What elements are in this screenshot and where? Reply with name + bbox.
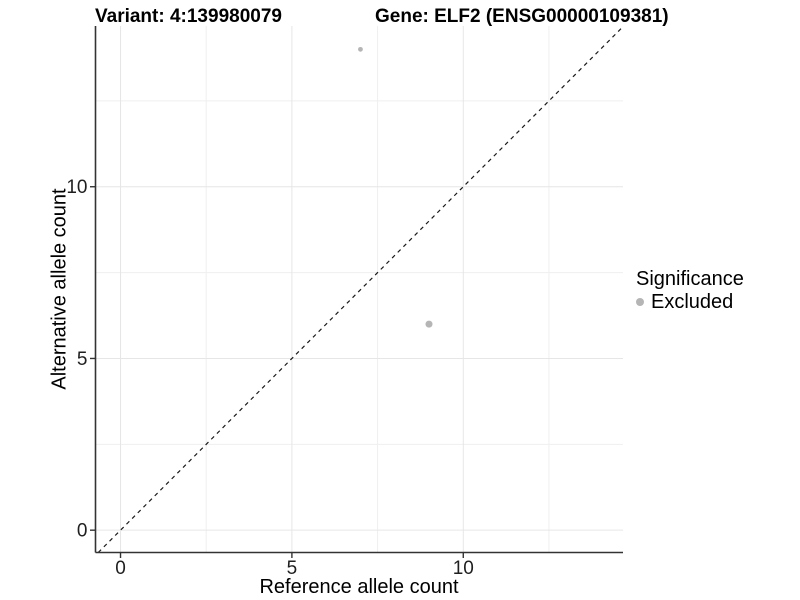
- x-axis-label: Reference allele count: [259, 576, 459, 598]
- legend-item-label: Excluded: [651, 291, 734, 313]
- variant-title: Variant: 4:139980079: [95, 6, 282, 27]
- x-tick-label: 5: [287, 558, 298, 579]
- y-axis-label: Alternative allele count: [48, 188, 71, 390]
- x-tick-label: 0: [115, 558, 126, 579]
- legend-items: Excluded: [636, 291, 744, 313]
- legend: Significance Excluded: [636, 268, 744, 313]
- identity-dashed-line: [97, 26, 624, 553]
- legend-item: Excluded: [636, 291, 744, 313]
- gene-title: Gene: ELF2 (ENSG00000109381): [375, 6, 669, 27]
- legend-title: Significance: [636, 268, 744, 290]
- y-tick-label: 5: [77, 349, 88, 370]
- y-tick-label: 0: [77, 521, 88, 542]
- x-tick-label: 10: [453, 558, 474, 579]
- data-point: [425, 320, 433, 328]
- data-point: [358, 46, 363, 52]
- legend-marker-circle-icon: [636, 298, 644, 306]
- y-tick-label: 10: [66, 177, 87, 198]
